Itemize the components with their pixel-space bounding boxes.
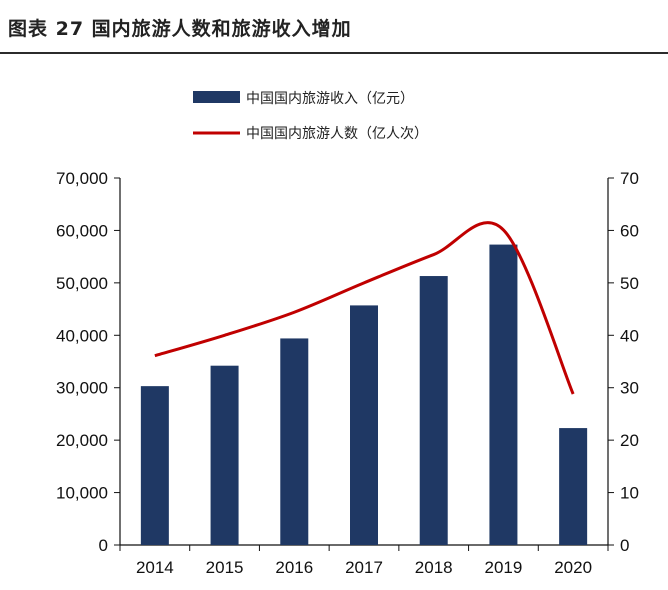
y-right-tick-label: 40 bbox=[620, 326, 639, 345]
bars bbox=[140, 244, 588, 545]
title-underline bbox=[0, 52, 668, 54]
y-right-tick-label: 20 bbox=[620, 431, 639, 450]
x-tick-label: 2019 bbox=[485, 558, 523, 577]
bar-2014 bbox=[140, 386, 169, 545]
bar-2016 bbox=[280, 338, 309, 545]
x-tick-label: 2018 bbox=[415, 558, 453, 577]
figure-title: 图表 27 国内旅游人数和旅游收入增加 bbox=[8, 18, 352, 40]
legend-swatch-bar bbox=[193, 91, 240, 103]
y-right-tick-label: 10 bbox=[620, 484, 639, 503]
legend-label-line: 中国国内旅游人数（亿人次） bbox=[246, 126, 428, 142]
y-right-tick-label: 0 bbox=[620, 536, 629, 555]
x-tick-label: 2017 bbox=[345, 558, 383, 577]
x-tick-label: 2015 bbox=[206, 558, 244, 577]
x-tick-label: 2014 bbox=[136, 558, 174, 577]
legend: 中国国内旅游收入（亿元） 中国国内旅游人数（亿人次） bbox=[193, 91, 428, 142]
axes: 0 10,000 20,000 30,000 40,000 50,000 60,000 70,… bbox=[56, 169, 639, 577]
y-left-tick-label: 10,000 bbox=[56, 484, 108, 503]
bar-2017 bbox=[350, 305, 378, 545]
y-left-tick-label: 50,000 bbox=[56, 274, 108, 293]
bar-2019 bbox=[489, 244, 518, 545]
y-right-tick-label: 30 bbox=[620, 379, 639, 398]
y-left-tick-label: 70,000 bbox=[56, 169, 108, 188]
bar-2015 bbox=[210, 365, 239, 545]
legend-label-bar: 中国国内旅游收入（亿元） bbox=[246, 91, 414, 107]
y-left-tick-label: 20,000 bbox=[56, 431, 108, 450]
bar-2018 bbox=[419, 276, 448, 545]
y-left-tick-label: 0 bbox=[99, 536, 108, 555]
y-left-tick-label: 30,000 bbox=[56, 379, 108, 398]
line-tourist-count bbox=[154, 221, 575, 395]
y-right-tick-label: 60 bbox=[620, 221, 639, 240]
bar-2020 bbox=[559, 428, 588, 545]
y-left-tick-label: 40,000 bbox=[56, 326, 108, 345]
y-right-tick-label: 70 bbox=[620, 169, 639, 188]
line-series bbox=[154, 221, 575, 395]
y-left-tick-label: 60,000 bbox=[56, 221, 108, 240]
x-tick-label: 2016 bbox=[275, 558, 313, 577]
x-tick-label: 2020 bbox=[554, 558, 592, 577]
y-right-tick-label: 50 bbox=[620, 274, 639, 293]
